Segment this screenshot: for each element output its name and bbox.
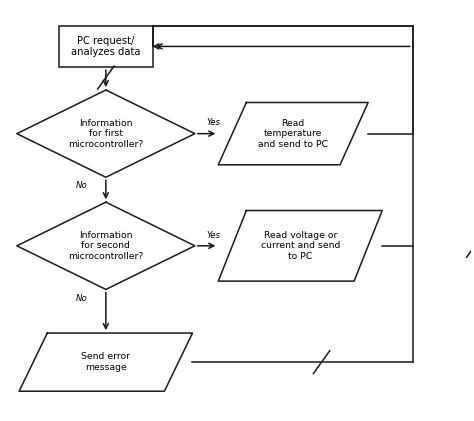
Text: No: No bbox=[75, 293, 87, 303]
Text: Information
for first
microcontroller?: Information for first microcontroller? bbox=[68, 119, 144, 149]
Text: PC request/
analyzes data: PC request/ analyzes data bbox=[71, 36, 141, 57]
Text: Read voltage or
current and send
to PC: Read voltage or current and send to PC bbox=[261, 231, 340, 261]
Text: Yes: Yes bbox=[207, 231, 220, 240]
Text: Information
for second
microcontroller?: Information for second microcontroller? bbox=[68, 231, 144, 261]
Text: Read
temperature
and send to PC: Read temperature and send to PC bbox=[258, 119, 328, 149]
Text: Yes: Yes bbox=[207, 118, 220, 128]
Bar bbox=[59, 26, 153, 67]
Text: No: No bbox=[75, 181, 87, 190]
Text: Send error
message: Send error message bbox=[82, 352, 130, 372]
